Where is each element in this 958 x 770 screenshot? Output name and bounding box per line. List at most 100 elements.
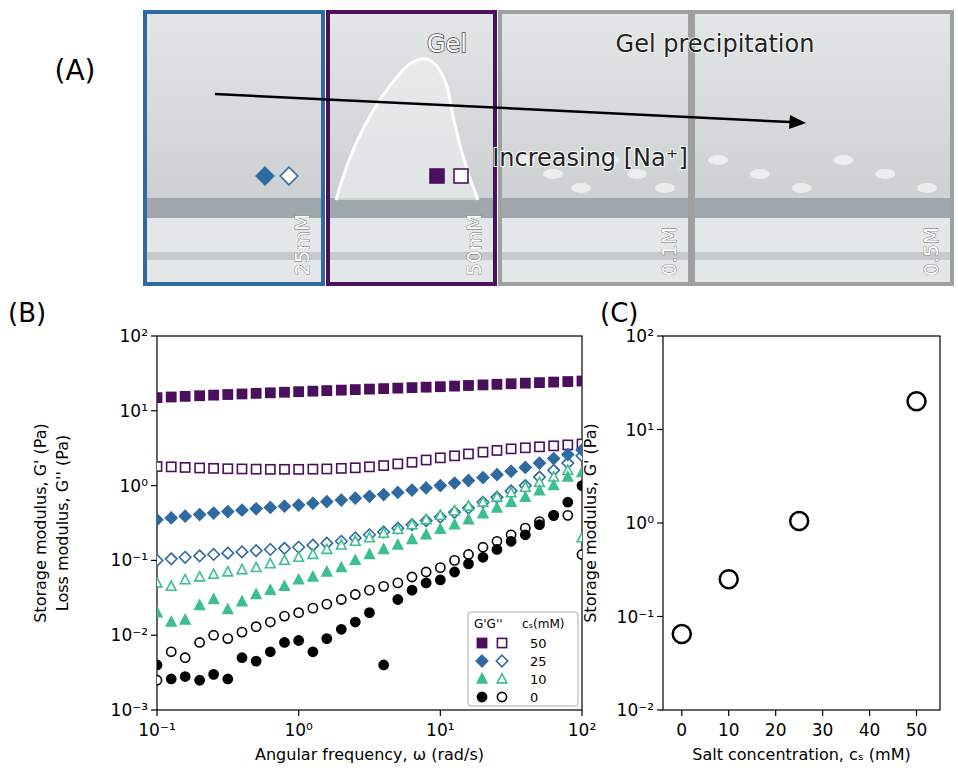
loss-point <box>308 604 317 613</box>
panel-letter: (B) <box>8 298 46 328</box>
arrow-label: Increasing [Na⁺] <box>492 144 688 172</box>
storage-point <box>350 492 362 504</box>
loss-point <box>436 563 445 572</box>
storage-point <box>407 534 417 543</box>
y-axis-title: Storage modulus, G' (Pa) <box>31 423 50 623</box>
storage-point <box>435 480 447 492</box>
storage-point <box>505 466 516 478</box>
storage-point <box>535 520 544 529</box>
loss-point <box>365 586 374 595</box>
loss-point <box>365 533 375 542</box>
loss-point <box>157 462 162 471</box>
loss-point <box>237 628 246 637</box>
storage-point <box>365 549 375 558</box>
storage-point <box>266 388 275 397</box>
loss-point <box>250 545 262 557</box>
loss-point <box>422 567 431 576</box>
loss-point <box>280 555 290 564</box>
precipitate <box>708 155 728 165</box>
loss-point <box>208 549 220 561</box>
storage-point <box>322 567 332 576</box>
x-tick-label: 10 <box>718 720 740 740</box>
storage-point <box>549 511 558 520</box>
plot-frame <box>157 336 582 710</box>
storage-point <box>478 508 488 517</box>
y-tick <box>151 635 157 636</box>
loss-point <box>194 550 206 562</box>
legend-marker <box>497 692 506 701</box>
storage-point <box>157 393 162 402</box>
storage-point <box>336 562 346 571</box>
storage-point <box>464 514 474 523</box>
legend-label: 0 <box>530 690 538 705</box>
loss-point <box>195 638 204 647</box>
vial-frame <box>145 12 323 284</box>
loss-point <box>507 444 516 453</box>
storage-point <box>209 670 218 679</box>
legend-marker <box>477 692 486 701</box>
x-tick-label: 0 <box>676 720 687 740</box>
storage-point <box>507 379 516 388</box>
loss-point <box>535 442 544 451</box>
loss-point <box>421 514 431 523</box>
storage-point <box>266 647 275 656</box>
storage-point <box>280 581 290 590</box>
storage-point <box>535 378 544 387</box>
storage-point <box>294 575 304 584</box>
legend-label: 25 <box>530 654 547 669</box>
storage-point <box>407 586 416 595</box>
vial-marker <box>280 167 298 185</box>
x-tick <box>298 710 299 716</box>
storage-point <box>252 389 261 398</box>
storage-point <box>673 625 691 643</box>
storage-point <box>365 608 374 617</box>
storage-point <box>548 453 560 465</box>
loss-point <box>266 559 276 568</box>
y-axis-title: Storage modulus, G' (Pa) <box>581 423 600 623</box>
loss-point <box>195 463 204 472</box>
storage-point <box>321 496 333 508</box>
loss-point <box>492 446 501 455</box>
loss-point <box>505 485 516 497</box>
y-tick <box>151 335 157 336</box>
vial-label: 25mM <box>290 214 314 276</box>
storage-point <box>562 449 574 461</box>
storage-point <box>379 544 389 553</box>
y-tick-label: 10¹ <box>120 401 148 421</box>
loss-point <box>422 455 431 464</box>
storage-point <box>237 653 246 662</box>
loss-point <box>393 459 402 468</box>
loss-point <box>251 562 261 571</box>
photo-annotation: Gel precipitation <box>616 30 815 58</box>
storage-point <box>450 519 460 528</box>
loss-point <box>237 564 247 573</box>
storage-point <box>520 492 530 501</box>
loss-point <box>477 496 489 508</box>
storage-point <box>337 625 346 634</box>
y-tick <box>657 429 663 430</box>
loss-point <box>464 550 473 559</box>
storage-point <box>336 494 348 506</box>
storage-point <box>549 377 558 386</box>
plot-frame <box>663 336 940 710</box>
loss-point <box>379 528 389 537</box>
loss-point <box>266 617 275 626</box>
loss-point <box>195 572 205 581</box>
x-tick <box>581 710 582 716</box>
x-tick <box>822 710 823 716</box>
vial-label: 0.5M <box>919 227 943 276</box>
y-tick-label: 10⁻¹ <box>111 550 148 570</box>
storage-point <box>194 509 206 521</box>
storage-point <box>280 388 289 397</box>
storage-point <box>449 477 461 489</box>
storage-point <box>223 604 233 613</box>
precipitate <box>655 183 675 193</box>
arrow-head <box>789 115 806 129</box>
storage-point <box>308 387 317 396</box>
vial-rim <box>502 198 688 218</box>
storage-point <box>393 595 402 604</box>
precipitate <box>792 183 812 193</box>
storage-point <box>350 555 360 564</box>
precipitate <box>875 169 895 179</box>
storage-point <box>157 514 163 526</box>
